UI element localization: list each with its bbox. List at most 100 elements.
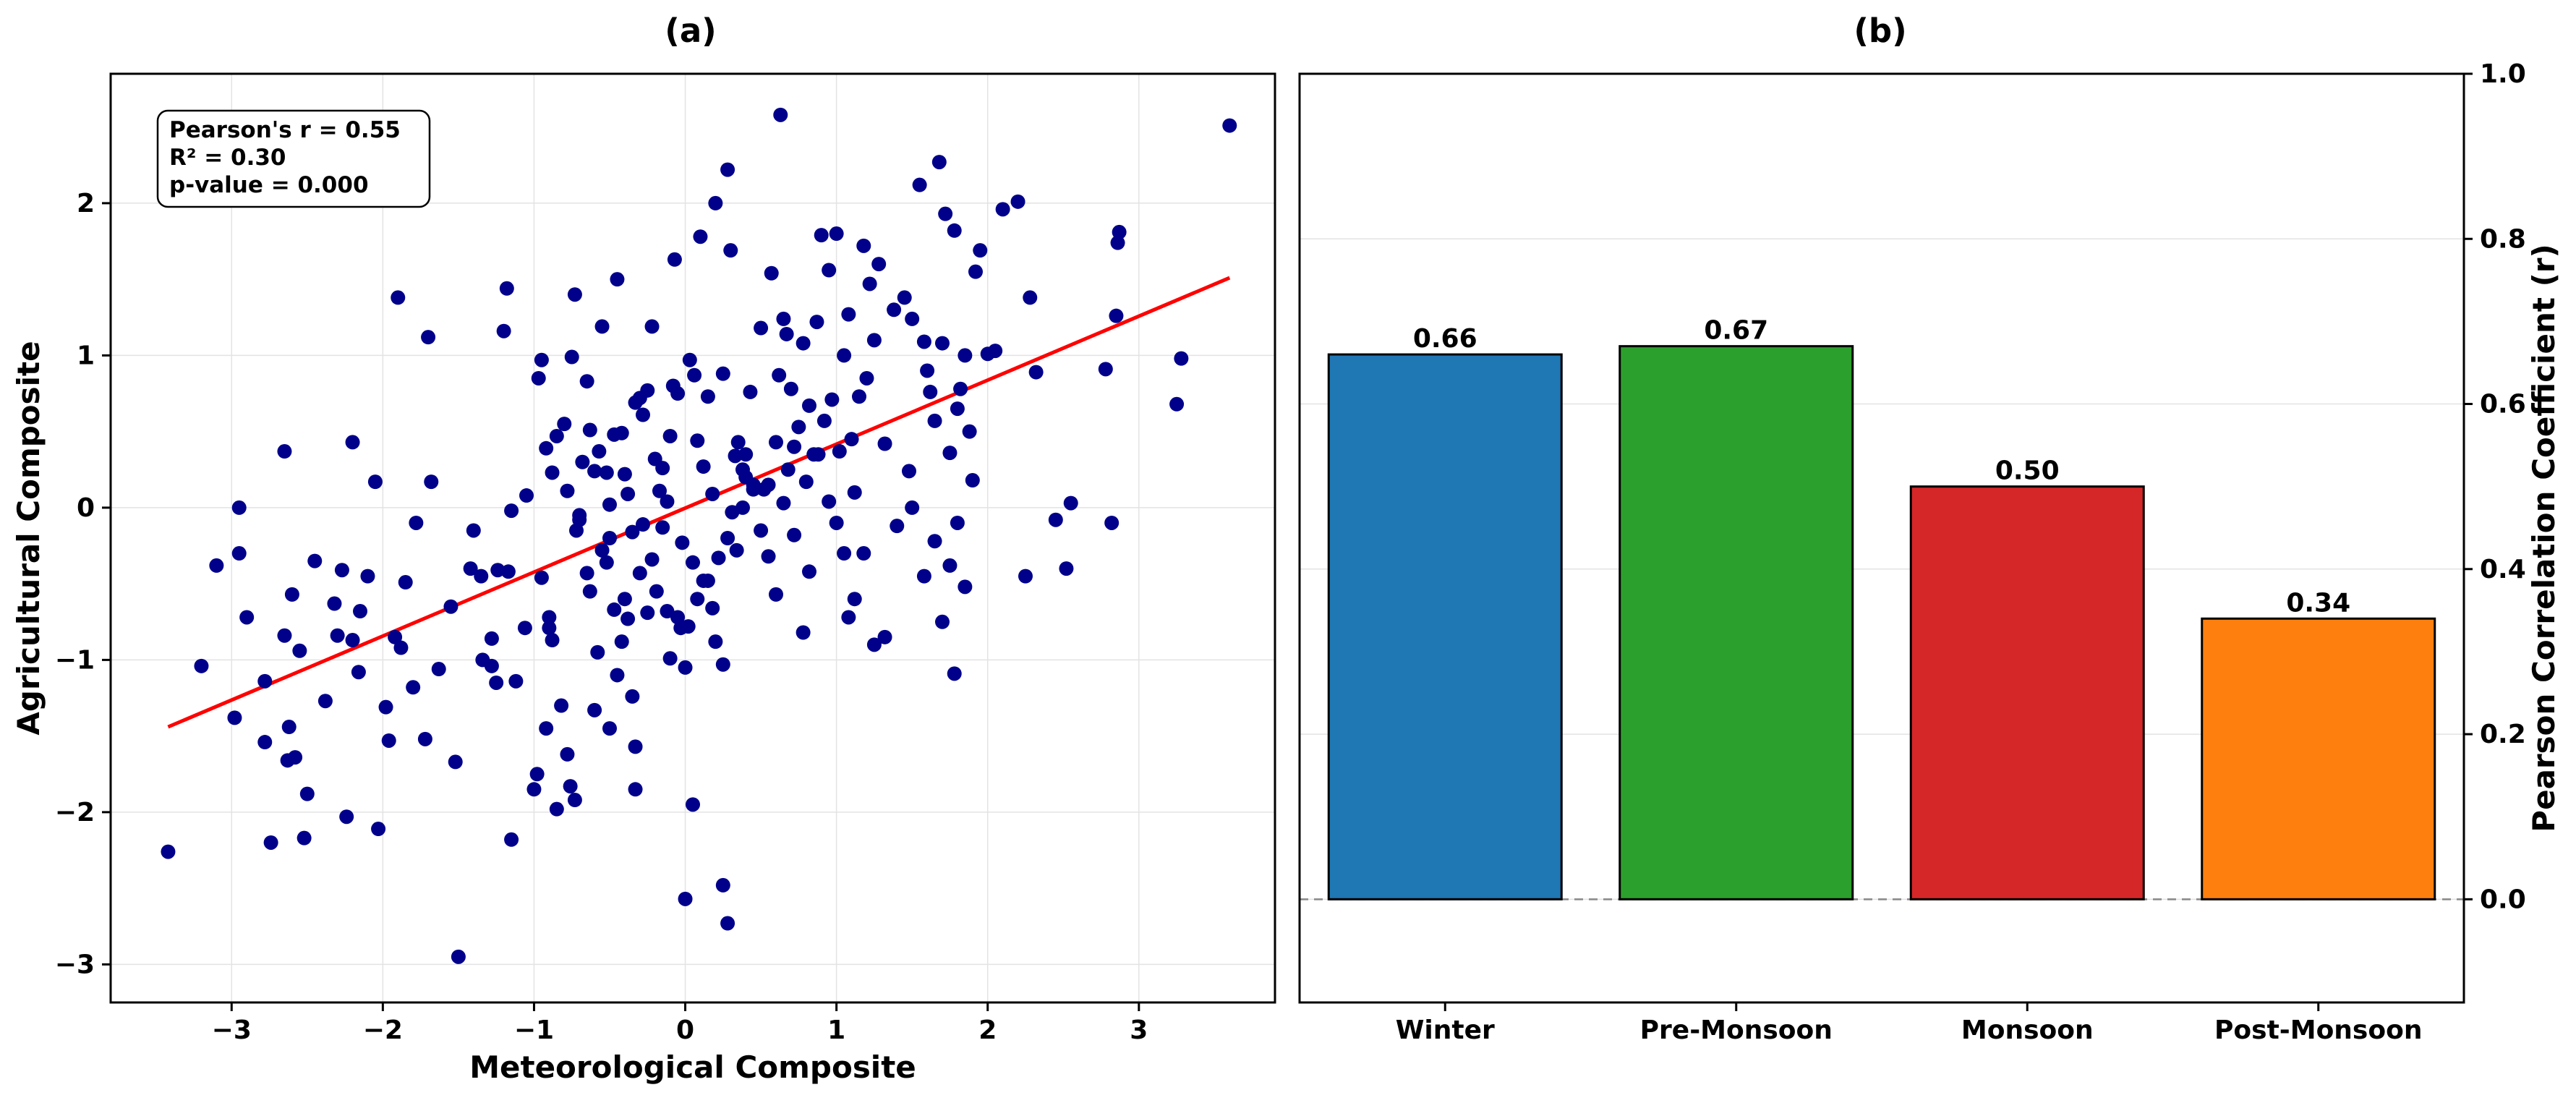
scatter-point: [367, 474, 383, 490]
bar: [1909, 485, 2145, 900]
scatter-point: [935, 336, 950, 351]
scatter-point: [824, 392, 840, 407]
scatter-x-axis-label: Meteorological Composite: [469, 1049, 916, 1085]
scatter-point: [822, 263, 837, 278]
scatter-point: [1104, 515, 1119, 530]
x-tick-label: 3: [1130, 1015, 1148, 1045]
scatter-point: [592, 444, 607, 459]
scatter-point: [787, 439, 802, 454]
scatter-point: [720, 162, 735, 177]
scatter-point: [277, 444, 292, 459]
y-tick-label: 0.2: [2480, 720, 2526, 749]
scatter-point: [877, 629, 892, 644]
scatter-point: [715, 877, 730, 893]
scatter-point: [791, 420, 806, 435]
scatter-point: [837, 546, 852, 561]
scatter-point: [582, 584, 597, 599]
scatter-point: [705, 600, 720, 616]
scatter-point: [620, 611, 636, 626]
scatter-point: [968, 264, 983, 279]
scatter-point: [935, 614, 950, 629]
scatter-point: [754, 523, 769, 538]
scatter-point: [700, 389, 715, 404]
scatter-point: [610, 272, 625, 287]
scatter-point: [953, 381, 968, 396]
scatter-point: [564, 349, 579, 365]
scatter-point: [916, 568, 931, 584]
scatter-point: [866, 333, 882, 348]
scatter-point: [504, 832, 519, 847]
scatter-point: [607, 602, 622, 617]
scatter-point: [582, 422, 597, 438]
scatter-point: [708, 195, 723, 210]
bar-panel: (b) 0.66 0.67 0.50 0.34 0.0 0.2 0.4 0.6 0.8 1.0 W…: [1298, 12, 2562, 1045]
scatter-point: [947, 666, 962, 681]
scatter-point: [655, 520, 670, 535]
scatter-point: [890, 519, 905, 534]
scatter-point: [317, 694, 333, 709]
scatter-point: [257, 673, 273, 689]
scatter-point: [1174, 351, 1189, 366]
scatter-point: [448, 754, 463, 770]
scatter-point: [602, 497, 617, 512]
scatter-point: [575, 454, 590, 469]
y-tick-label: 0: [77, 493, 95, 523]
scatter-panel: (a) −3 −2 −1 0 1 2 3 −3 −2 −1 0 1 2 Pearson's r = 0.…: [11, 12, 1276, 1085]
scatter-point: [662, 428, 678, 443]
scatter-point: [539, 721, 554, 736]
scatter-point: [902, 464, 916, 479]
scatter-point: [769, 435, 783, 450]
scatter-point: [567, 793, 582, 808]
scatter-point: [754, 320, 769, 336]
scatter-point: [802, 398, 816, 413]
scatter-point: [490, 563, 506, 578]
scatter-point: [297, 830, 312, 846]
scatter-point: [351, 665, 366, 680]
scatter-point: [738, 447, 754, 462]
scatter-point: [841, 307, 856, 322]
scatter-point: [802, 564, 816, 579]
y-tick-label: −1: [55, 645, 95, 675]
scatter-point: [729, 542, 744, 558]
scatter-point: [938, 206, 953, 221]
bar-y-axis-label: Pearson Correlation Coefficient (r): [2526, 244, 2562, 832]
scatter-point: [735, 500, 750, 515]
scatter-point: [292, 643, 307, 658]
scatter-point: [796, 625, 811, 640]
y-tick-label: 0.4: [2480, 555, 2526, 584]
scatter-point: [887, 302, 902, 318]
scatter-point: [567, 287, 582, 302]
y-tick-label: 0.0: [2480, 885, 2526, 914]
scatter-point: [263, 835, 278, 850]
scatter-point: [912, 177, 927, 192]
x-tick-label: Winter: [1396, 1015, 1495, 1045]
scatter-point: [859, 370, 874, 386]
scatter-point: [549, 428, 564, 443]
bar-plot-frame: [1298, 72, 2465, 1004]
bar-value-label: 0.67: [1704, 316, 1768, 346]
scatter-point: [796, 336, 811, 351]
scatter-point: [905, 500, 920, 515]
scatter-point: [780, 462, 796, 477]
bar-title: (b): [1854, 12, 1906, 50]
scatter-point: [776, 495, 791, 511]
scatter-point: [897, 290, 912, 305]
scatter-point: [927, 534, 942, 549]
scatter-point: [299, 786, 315, 801]
scatter-point: [962, 424, 977, 439]
scatter-point: [690, 433, 705, 448]
scatter-point: [942, 446, 958, 461]
scatter-point: [194, 658, 209, 673]
scatter-point: [371, 822, 386, 837]
scatter-point: [947, 223, 962, 238]
scatter-point: [686, 555, 700, 570]
scatter-point: [728, 448, 743, 464]
scatter-point: [484, 631, 499, 646]
scatter-point: [852, 389, 866, 404]
scatter-point: [1063, 495, 1078, 511]
scatter-point: [814, 228, 829, 243]
y-tick-label: 2: [77, 189, 95, 218]
bars: 0.66 0.67 0.50 0.34: [1327, 316, 2436, 900]
scatter-point: [655, 461, 670, 476]
